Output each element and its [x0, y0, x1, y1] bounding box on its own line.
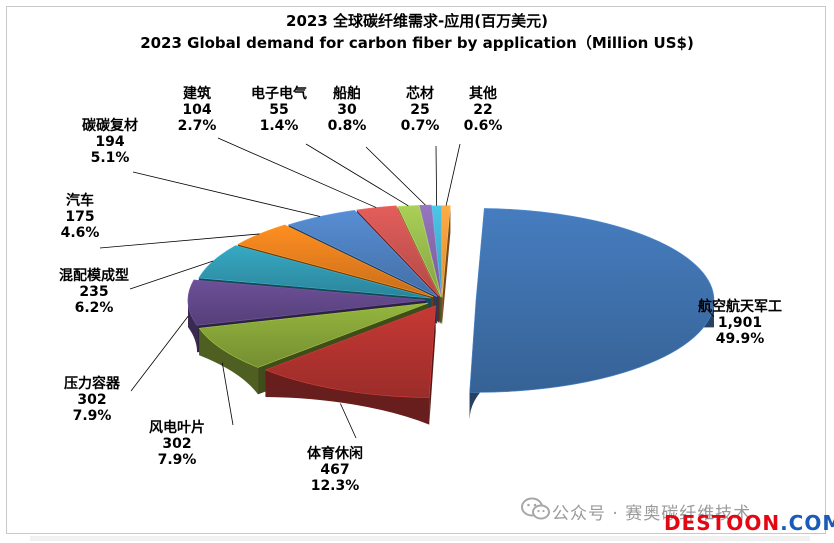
chart-subtitle: 2023 Global demand for carbon fiber by a… — [140, 34, 694, 52]
slice-top — [237, 224, 434, 298]
slice-side — [199, 328, 259, 395]
slice-name: 芯材 — [406, 85, 434, 102]
slice-top — [198, 245, 432, 299]
slice-1 — [469, 208, 715, 420]
slice-top — [469, 208, 715, 393]
slice-top — [187, 279, 427, 326]
slice-label: 汽车 175 4.6% — [61, 192, 100, 241]
leader-line — [435, 145, 438, 206]
slice-percent: 0.7% — [401, 118, 440, 134]
slice-value: 175 — [65, 209, 94, 225]
leader-line — [305, 143, 409, 207]
slice-percent: 4.6% — [61, 225, 100, 241]
slice-name: 电子电气 — [251, 85, 307, 102]
leader-line — [705, 307, 715, 318]
slice-wall — [429, 305, 436, 425]
slice-value: 235 — [79, 284, 108, 300]
watermark-tld: .COM — [780, 511, 834, 535]
slice-value: 194 — [95, 134, 124, 150]
slice-name: 建筑 — [183, 85, 211, 102]
slice-value: 1,901 — [718, 315, 762, 331]
slice-name: 其他 — [469, 85, 497, 102]
slice-name: 压力容器 — [64, 375, 121, 392]
slice-name: 船舶 — [333, 85, 361, 102]
slice-name: 碳碳复材 — [82, 117, 138, 134]
leader-line — [340, 403, 357, 439]
slice-value: 467 — [320, 462, 349, 478]
watermark-account: 公众号 · 赛奥碳纤维技术 — [552, 504, 752, 524]
slice-value: 25 — [410, 102, 429, 118]
slice-percent: 12.3% — [311, 478, 360, 494]
slice-value: 22 — [473, 102, 492, 118]
slice-percent: 5.1% — [91, 150, 130, 166]
slice-top — [264, 305, 436, 398]
slice-value: 302 — [77, 392, 106, 408]
slice-label: 风电叶片 302 7.9% — [149, 419, 205, 468]
slice-top — [441, 205, 451, 298]
slice-top — [198, 302, 429, 368]
leader-line — [445, 143, 461, 206]
slice-label: 船舶 30 0.8% — [328, 85, 367, 134]
leader-line — [365, 146, 426, 206]
slice-percent: 0.6% — [464, 118, 503, 134]
watermark-brand: DESTOON — [664, 511, 781, 535]
slice-label: 碳碳复材 194 5.1% — [82, 117, 138, 166]
slice-label: 体育休闲 467 12.3% — [307, 445, 363, 494]
slice-top — [419, 204, 442, 297]
slice-name: 风电叶片 — [149, 419, 205, 436]
leader-line — [217, 137, 377, 208]
slice-top — [431, 205, 443, 298]
slice-label: 压力容器 302 7.9% — [64, 375, 121, 424]
slice-label: 混配模成型 235 6.2% — [59, 267, 129, 316]
slice-name: 体育休闲 — [307, 445, 363, 462]
slice-value: 104 — [182, 102, 211, 118]
slice-wall — [442, 205, 451, 325]
slice-name: 混配模成型 — [59, 267, 129, 284]
slice-2 — [264, 305, 436, 425]
slice-value: 30 — [337, 102, 357, 118]
chart-title: 2023 全球碳纤维需求-应用(百万美元) — [286, 12, 548, 30]
slice-label: 电子电气 55 1.4% — [251, 85, 307, 134]
slice-percent: 1.4% — [260, 118, 299, 134]
wechat-icon — [521, 497, 550, 520]
slice-percent: 49.9% — [716, 331, 765, 347]
slice-name: 汽车 — [66, 192, 94, 209]
leader-line — [130, 315, 189, 392]
slice-percent: 6.2% — [75, 300, 114, 316]
slice-value: 55 — [269, 102, 288, 118]
slice-side — [265, 370, 430, 425]
leader-line — [129, 260, 214, 290]
slice-value: 302 — [162, 436, 191, 452]
leader-line — [99, 233, 260, 249]
decorative-strip — [30, 536, 810, 541]
slice-label: 其他 22 0.6% — [464, 85, 503, 134]
leader-line — [132, 171, 321, 217]
pie-slices — [187, 204, 715, 425]
slice-name: 航空航天军工 — [698, 298, 782, 315]
slice-label: 航空航天军工 1,901 49.9% — [698, 298, 782, 347]
watermark-site: DESTOON.COM — [664, 511, 834, 535]
slice-percent: 0.8% — [328, 118, 367, 134]
slice-percent: 2.7% — [178, 118, 217, 134]
slice-percent: 7.9% — [73, 408, 112, 424]
leader-line — [221, 362, 234, 426]
slice-labels: 航空航天军工 1,901 49.9%体育休闲 467 12.3%风电叶片 302 7.9%压… — [59, 85, 782, 494]
slice-percent: 7.9% — [158, 452, 197, 468]
slice-12 — [441, 205, 451, 325]
slice-label: 芯材 25 0.7% — [401, 85, 440, 134]
slice-label: 建筑 104 2.7% — [178, 85, 217, 134]
